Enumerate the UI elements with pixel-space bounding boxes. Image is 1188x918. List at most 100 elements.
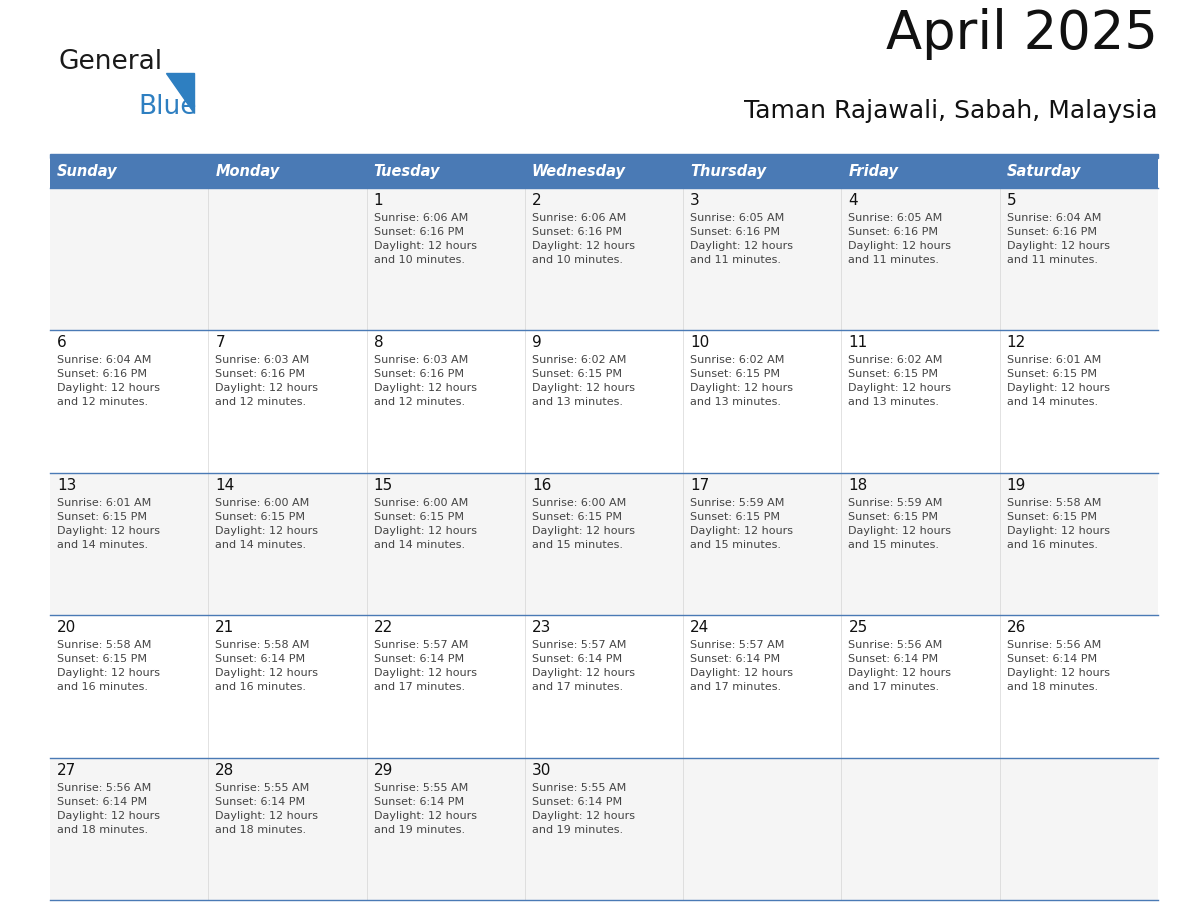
Bar — [50, 330, 1158, 473]
Text: Sunset: 6:14 PM: Sunset: 6:14 PM — [848, 655, 939, 665]
Text: Daylight: 12 hours: Daylight: 12 hours — [215, 384, 318, 394]
Text: Sunrise: 6:00 AM: Sunrise: 6:00 AM — [373, 498, 468, 508]
Text: Sunset: 6:15 PM: Sunset: 6:15 PM — [373, 512, 463, 521]
Text: Sunrise: 6:05 AM: Sunrise: 6:05 AM — [690, 213, 784, 223]
Text: Daylight: 12 hours: Daylight: 12 hours — [848, 241, 952, 251]
Text: and 12 minutes.: and 12 minutes. — [57, 397, 148, 408]
Text: Daylight: 12 hours: Daylight: 12 hours — [373, 811, 476, 821]
Text: 4: 4 — [848, 193, 858, 208]
Text: Sunset: 6:15 PM: Sunset: 6:15 PM — [532, 369, 621, 379]
Text: 2: 2 — [532, 193, 542, 208]
Text: Sunset: 6:16 PM: Sunset: 6:16 PM — [690, 227, 781, 237]
Text: Sunrise: 5:57 AM: Sunrise: 5:57 AM — [532, 640, 626, 650]
Text: Sunrise: 5:58 AM: Sunrise: 5:58 AM — [1006, 498, 1101, 508]
Polygon shape — [166, 73, 194, 113]
Text: Sunset: 6:16 PM: Sunset: 6:16 PM — [215, 369, 305, 379]
Text: and 15 minutes.: and 15 minutes. — [532, 540, 623, 550]
Text: 25: 25 — [848, 621, 867, 635]
Text: Daylight: 12 hours: Daylight: 12 hours — [690, 668, 794, 678]
Text: Sunset: 6:16 PM: Sunset: 6:16 PM — [57, 369, 147, 379]
Text: Sunrise: 5:58 AM: Sunrise: 5:58 AM — [215, 640, 310, 650]
Text: Daylight: 12 hours: Daylight: 12 hours — [57, 384, 160, 394]
Text: Daylight: 12 hours: Daylight: 12 hours — [532, 526, 634, 536]
Text: 22: 22 — [373, 621, 393, 635]
Text: and 14 minutes.: and 14 minutes. — [373, 540, 465, 550]
Text: 12: 12 — [1006, 335, 1026, 351]
Text: Daylight: 12 hours: Daylight: 12 hours — [373, 668, 476, 678]
Text: Daylight: 12 hours: Daylight: 12 hours — [373, 384, 476, 394]
Text: 14: 14 — [215, 477, 234, 493]
Text: 1: 1 — [373, 193, 384, 208]
Text: Daylight: 12 hours: Daylight: 12 hours — [690, 526, 794, 536]
Text: Sunrise: 5:55 AM: Sunrise: 5:55 AM — [532, 783, 626, 792]
Text: Sunrise: 6:02 AM: Sunrise: 6:02 AM — [848, 355, 943, 365]
Text: Daylight: 12 hours: Daylight: 12 hours — [1006, 526, 1110, 536]
Text: Daylight: 12 hours: Daylight: 12 hours — [848, 668, 952, 678]
Text: and 15 minutes.: and 15 minutes. — [848, 540, 940, 550]
Text: Sunset: 6:14 PM: Sunset: 6:14 PM — [215, 655, 305, 665]
Text: Daylight: 12 hours: Daylight: 12 hours — [57, 668, 160, 678]
Text: Sunrise: 6:01 AM: Sunrise: 6:01 AM — [1006, 355, 1101, 365]
Text: Sunset: 6:16 PM: Sunset: 6:16 PM — [373, 369, 463, 379]
Text: 9: 9 — [532, 335, 542, 351]
Text: Sunrise: 5:58 AM: Sunrise: 5:58 AM — [57, 640, 151, 650]
Text: Sunset: 6:14 PM: Sunset: 6:14 PM — [373, 797, 463, 807]
Text: Sunrise: 5:56 AM: Sunrise: 5:56 AM — [57, 783, 151, 792]
Text: Sunrise: 6:04 AM: Sunrise: 6:04 AM — [1006, 213, 1101, 223]
Text: Sunrise: 6:05 AM: Sunrise: 6:05 AM — [848, 213, 943, 223]
Text: Sunset: 6:15 PM: Sunset: 6:15 PM — [690, 369, 781, 379]
Text: and 12 minutes.: and 12 minutes. — [373, 397, 465, 408]
Text: Sunrise: 5:56 AM: Sunrise: 5:56 AM — [1006, 640, 1101, 650]
Text: Daylight: 12 hours: Daylight: 12 hours — [848, 384, 952, 394]
Text: Sunset: 6:15 PM: Sunset: 6:15 PM — [1006, 512, 1097, 521]
Text: Sunrise: 6:03 AM: Sunrise: 6:03 AM — [215, 355, 310, 365]
Text: and 14 minutes.: and 14 minutes. — [1006, 397, 1098, 408]
Text: Sunset: 6:16 PM: Sunset: 6:16 PM — [1006, 227, 1097, 237]
Text: and 11 minutes.: and 11 minutes. — [1006, 255, 1098, 265]
Text: Sunrise: 5:59 AM: Sunrise: 5:59 AM — [848, 498, 943, 508]
Text: Sunrise: 5:59 AM: Sunrise: 5:59 AM — [690, 498, 784, 508]
Text: Sunrise: 6:00 AM: Sunrise: 6:00 AM — [532, 498, 626, 508]
Text: 17: 17 — [690, 477, 709, 493]
Text: Sunrise: 5:55 AM: Sunrise: 5:55 AM — [215, 783, 310, 792]
Text: and 16 minutes.: and 16 minutes. — [215, 682, 307, 692]
Text: and 17 minutes.: and 17 minutes. — [848, 682, 940, 692]
Text: Sunset: 6:15 PM: Sunset: 6:15 PM — [57, 512, 147, 521]
Text: and 18 minutes.: and 18 minutes. — [1006, 682, 1098, 692]
Text: Sunset: 6:15 PM: Sunset: 6:15 PM — [215, 512, 305, 521]
Text: and 17 minutes.: and 17 minutes. — [532, 682, 623, 692]
Text: Sunrise: 6:06 AM: Sunrise: 6:06 AM — [532, 213, 626, 223]
Text: and 17 minutes.: and 17 minutes. — [373, 682, 465, 692]
Text: Daylight: 12 hours: Daylight: 12 hours — [690, 241, 794, 251]
Text: Sunset: 6:15 PM: Sunset: 6:15 PM — [848, 512, 939, 521]
Text: 16: 16 — [532, 477, 551, 493]
Text: Sunset: 6:15 PM: Sunset: 6:15 PM — [848, 369, 939, 379]
Text: and 10 minutes.: and 10 minutes. — [532, 255, 623, 265]
Text: Daylight: 12 hours: Daylight: 12 hours — [532, 811, 634, 821]
Text: Sunset: 6:15 PM: Sunset: 6:15 PM — [1006, 369, 1097, 379]
Text: and 19 minutes.: and 19 minutes. — [532, 824, 623, 834]
Text: Daylight: 12 hours: Daylight: 12 hours — [57, 526, 160, 536]
Text: 20: 20 — [57, 621, 76, 635]
Text: Sunset: 6:16 PM: Sunset: 6:16 PM — [532, 227, 621, 237]
Text: Sunset: 6:15 PM: Sunset: 6:15 PM — [690, 512, 781, 521]
Text: 21: 21 — [215, 621, 234, 635]
Text: April 2025: April 2025 — [886, 8, 1158, 60]
Text: and 13 minutes.: and 13 minutes. — [690, 397, 782, 408]
Text: Taman Rajawali, Sabah, Malaysia: Taman Rajawali, Sabah, Malaysia — [745, 99, 1158, 123]
Text: and 16 minutes.: and 16 minutes. — [1006, 540, 1098, 550]
Text: 15: 15 — [373, 477, 393, 493]
Text: Sunrise: 5:55 AM: Sunrise: 5:55 AM — [373, 783, 468, 792]
Text: and 18 minutes.: and 18 minutes. — [57, 824, 148, 834]
Text: 24: 24 — [690, 621, 709, 635]
Text: Sunset: 6:14 PM: Sunset: 6:14 PM — [57, 797, 147, 807]
Text: Daylight: 12 hours: Daylight: 12 hours — [373, 241, 476, 251]
Text: Sunrise: 6:04 AM: Sunrise: 6:04 AM — [57, 355, 151, 365]
Text: Sunset: 6:14 PM: Sunset: 6:14 PM — [373, 655, 463, 665]
Bar — [50, 188, 1158, 330]
Text: Sunset: 6:16 PM: Sunset: 6:16 PM — [373, 227, 463, 237]
Text: Daylight: 12 hours: Daylight: 12 hours — [1006, 668, 1110, 678]
Text: Sunrise: 6:03 AM: Sunrise: 6:03 AM — [373, 355, 468, 365]
Text: Daylight: 12 hours: Daylight: 12 hours — [532, 384, 634, 394]
Text: 3: 3 — [690, 193, 700, 208]
